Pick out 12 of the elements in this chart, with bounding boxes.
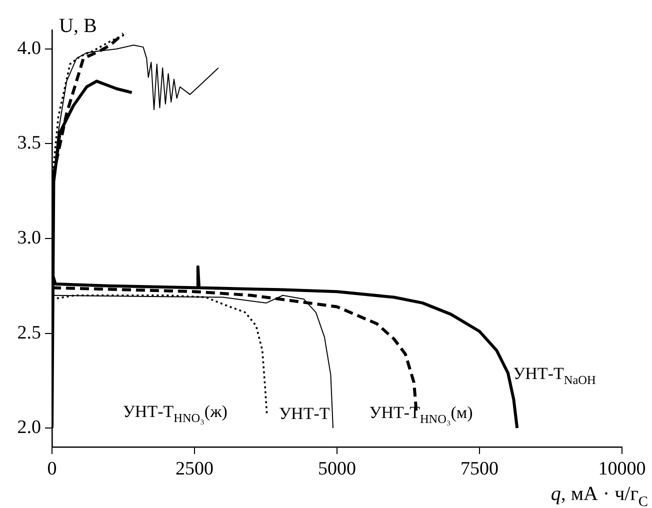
y-tick-label: 3.0 — [17, 227, 41, 248]
y-tick-label: 2.5 — [17, 322, 41, 344]
x-tick-label: 10000 — [598, 458, 646, 480]
y-tick-label: 3.5 — [17, 132, 41, 154]
y-tick-label: 2.0 — [17, 417, 41, 438]
y-tick-label: 4.0 — [17, 38, 41, 59]
x-tick-label: 0 — [47, 458, 57, 480]
x-tick-label: 2500 — [176, 458, 214, 480]
y-axis-title: U, В — [59, 15, 97, 37]
x-tick-label: 7500 — [460, 458, 498, 480]
x-tick-label: 5000 — [318, 458, 356, 480]
series-label: УНТ-Т — [279, 404, 330, 424]
